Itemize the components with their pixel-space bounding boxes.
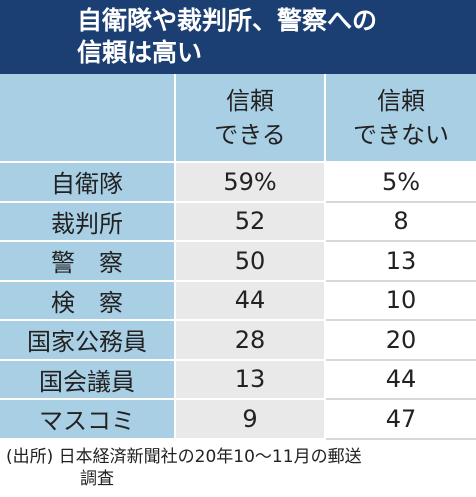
- row-label: 検 察: [0, 281, 176, 321]
- trust-value: 28: [176, 321, 326, 361]
- row-label: 国会議員: [0, 360, 176, 400]
- row-label: 国家公務員: [0, 321, 176, 361]
- title-bar: 自衛隊や裁判所、警察への 信頼は高い: [0, 0, 476, 74]
- source-note-line-2: 調査: [80, 469, 114, 489]
- row-label: マスコミ: [0, 400, 176, 440]
- column-header-distrust-line-2: できない: [353, 120, 449, 149]
- trust-value: 9: [176, 400, 326, 440]
- column-header-trust-line-2: できる: [214, 120, 286, 149]
- header-corner: [0, 74, 176, 163]
- trust-value: 50: [176, 242, 326, 282]
- distrust-value: 47: [326, 400, 476, 440]
- distrust-value: 8: [326, 202, 476, 242]
- row-label: 自衛隊: [0, 163, 176, 203]
- row-label: 警 察: [0, 242, 176, 282]
- trust-value: 59%: [176, 163, 326, 203]
- distrust-value: 5%: [326, 163, 476, 203]
- column-header-trust: 信頼 できる: [176, 74, 326, 163]
- column-header-trust-line-1: 信頼: [226, 86, 274, 115]
- chart-title-line-2: 信頼は高い: [77, 38, 203, 67]
- distrust-value: 13: [326, 242, 476, 282]
- trust-value: 13: [176, 360, 326, 400]
- distrust-value: 20: [326, 321, 476, 361]
- row-label: 裁判所: [0, 202, 176, 242]
- column-header-distrust: 信頼 できない: [326, 74, 476, 163]
- distrust-value: 10: [326, 281, 476, 321]
- trust-value: 44: [176, 281, 326, 321]
- trust-value: 52: [176, 202, 326, 242]
- chart-title-line-1: 自衛隊や裁判所、警察への: [77, 6, 378, 35]
- column-header-distrust-line-1: 信頼: [377, 86, 425, 115]
- distrust-value: 44: [326, 360, 476, 400]
- source-note-line-1: (出所) 日本経済新聞社の20年10〜11月の郵送: [6, 447, 362, 467]
